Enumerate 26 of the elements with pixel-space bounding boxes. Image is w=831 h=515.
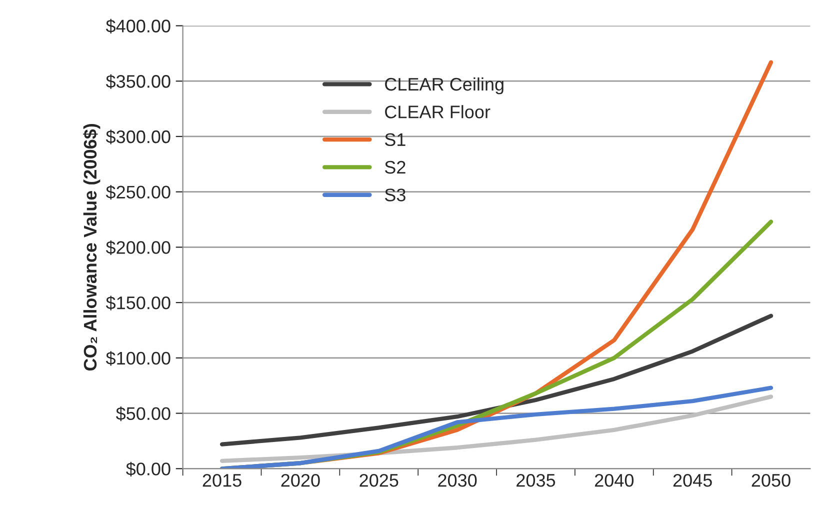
y-tick-label: $400.00 xyxy=(106,18,170,34)
x-tick-label: 2020 xyxy=(281,474,320,487)
y-axis-title: CO₂ Allowance Value (2006$) xyxy=(83,124,100,371)
x-tick-label: 2040 xyxy=(594,474,634,487)
y-tick-label: $150.00 xyxy=(106,296,170,310)
legend-label: S2 xyxy=(384,160,406,174)
y-tick-label: $50.00 xyxy=(116,406,170,422)
x-tick-label: 2045 xyxy=(673,474,712,487)
x-tick-label: 2050 xyxy=(752,474,790,487)
x-tick-label: 2030 xyxy=(438,474,477,487)
y-tick-label: $200.00 xyxy=(106,240,170,255)
y-tick-label: $0.00 xyxy=(126,462,170,476)
legend-label: CLEAR Floor xyxy=(385,105,490,118)
line-series xyxy=(220,386,774,469)
legend-label: S1 xyxy=(384,133,406,146)
legend-label: S3 xyxy=(384,188,406,202)
y-tick-label: $300.00 xyxy=(106,130,170,144)
y-tick-label: $100.00 xyxy=(106,351,170,366)
line-series xyxy=(220,314,774,446)
line-series xyxy=(220,394,774,463)
x-tick-label: 2025 xyxy=(360,474,398,487)
y-tick-label: $350.00 xyxy=(106,74,170,89)
legend-label: CLEAR Ceiling xyxy=(385,77,504,94)
y-tick-label: $250.00 xyxy=(106,185,170,200)
x-tick-label: 2035 xyxy=(516,474,556,487)
x-tick-label: 2015 xyxy=(202,474,242,487)
